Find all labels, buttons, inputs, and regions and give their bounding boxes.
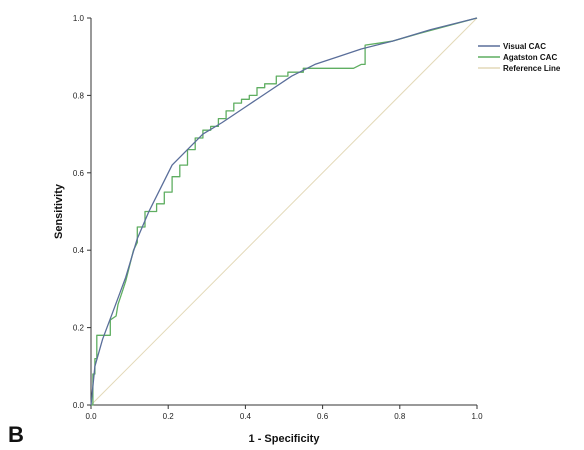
y-tick-label: 0.0 [73, 401, 85, 410]
y-axis-title: Sensitivity [53, 183, 65, 239]
series-line-visual-cac [90, 17, 478, 406]
x-tick-label: 0.0 [85, 412, 97, 421]
legend-label-agatston-cac: Agatston CAC [503, 53, 557, 62]
y-tick-label: 0.6 [73, 169, 85, 178]
x-axis-title: 1 - Specificity [249, 433, 321, 445]
series-group [90, 17, 478, 406]
axes: 0.0 0.2 0.4 0.6 0.8 1.0 0.0 0.2 0.4 0.6 0.8 1.0 [73, 14, 483, 421]
legend-label-visual-cac: Visual CAC [503, 42, 546, 51]
legend: Visual CAC Agatston CAC Reference Line [478, 42, 561, 73]
legend-label-reference-line: Reference Line [503, 64, 561, 73]
y-tick-label: 1.0 [73, 14, 85, 23]
series-line-reference-line [90, 17, 478, 406]
x-tick-label: 0.8 [394, 412, 406, 421]
x-tick-label: 0.4 [240, 412, 252, 421]
x-tick-label: 0.6 [317, 412, 329, 421]
y-tick-label: 0.2 [73, 324, 85, 333]
x-tick-label: 1.0 [471, 412, 483, 421]
panel-label: B [8, 422, 24, 447]
y-tick-label: 0.4 [73, 246, 85, 255]
x-tick-label: 0.2 [163, 412, 175, 421]
y-tick-label: 0.8 [73, 91, 85, 100]
